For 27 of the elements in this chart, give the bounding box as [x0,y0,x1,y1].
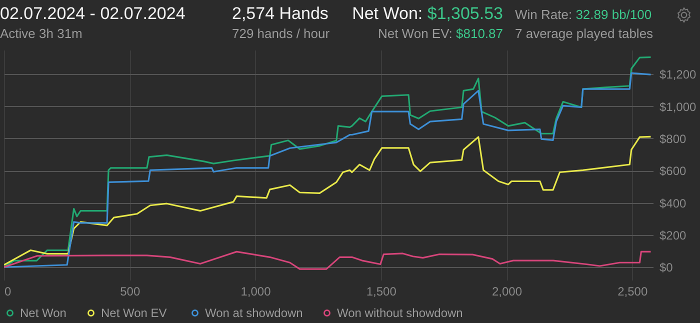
y-tick-label: $1,000 [660,100,697,114]
text: Net Won: $1,305.53 [352,4,503,23]
legend-label: Won without showdown [337,306,463,320]
legend-label: Net Won EV [101,306,167,320]
y-tick-label: $400 [660,196,687,210]
y-tick-label: $800 [660,132,687,146]
chart-title: 02.07.2024 - 02.07.2024 [0,4,186,24]
text: 2,574 Hands [232,4,328,24]
x-tick-label: 0 [4,284,12,298]
x-tick-label: 2,500 [618,284,648,298]
y-tick-label: $1,200 [660,68,697,82]
y-tick-label: $600 [660,164,687,178]
chart-subtitle: Active 3h 31m [0,26,82,41]
x-tick-label: 1,000 [240,284,272,298]
line-series [4,250,652,270]
x-tick-label: 500 [120,284,140,298]
text: 729 hands / hour [232,26,330,41]
x-tick-label: 2,000 [492,284,522,298]
line-series [4,136,652,266]
x-tick-label: 1,500 [366,284,397,298]
legend-label: Won at showdown [205,306,303,320]
y-tick-label: $200 [660,228,687,242]
y-tick-label: $0 [660,260,674,275]
text: Net Won EV: $810.87 [378,26,503,41]
text: 7 average played tables [515,26,654,41]
text: Win Rate: 32.89 bb/100 [515,7,652,22]
legend-label: Net Won [20,306,66,320]
